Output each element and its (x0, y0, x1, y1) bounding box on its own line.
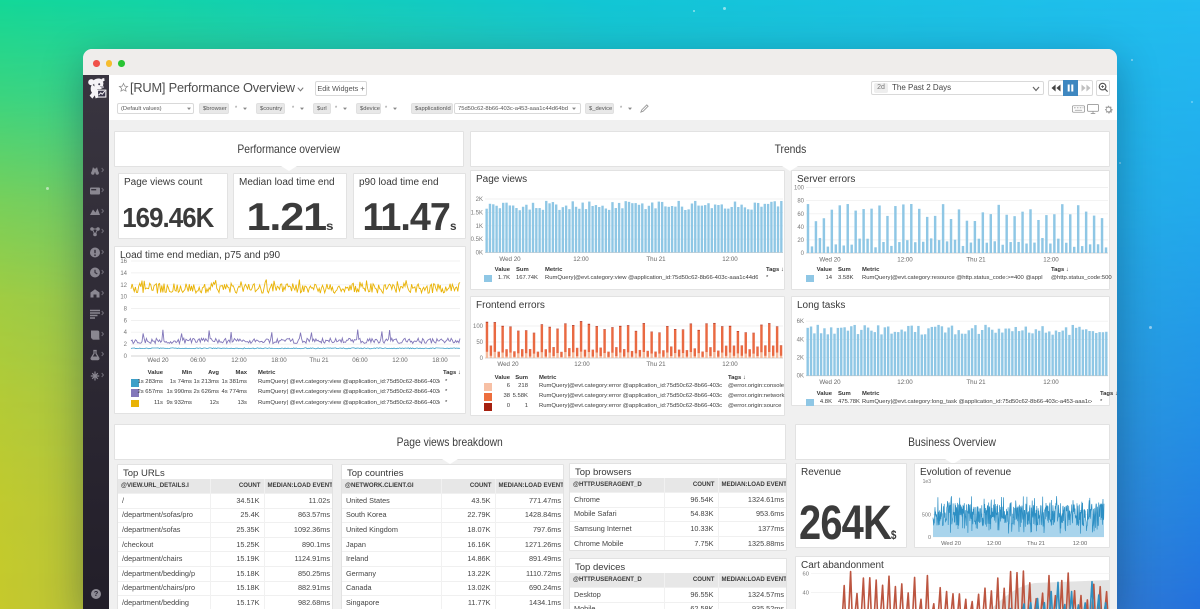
svg-text:12:00: 12:00 (722, 256, 738, 263)
svg-text:Thu 21: Thu 21 (309, 357, 329, 364)
svg-text:60: 60 (797, 212, 804, 218)
svg-text:Wed 20: Wed 20 (941, 541, 961, 547)
svg-text:4: 4 (124, 330, 128, 336)
svg-text:1e3: 1e3 (923, 479, 932, 485)
svg-text:Thu 21: Thu 21 (646, 256, 666, 263)
svg-text:Thu 21: Thu 21 (646, 361, 666, 368)
svg-text:80: 80 (797, 199, 804, 205)
svg-text:12:00: 12:00 (897, 257, 913, 264)
svg-text:Thu 21: Thu 21 (966, 379, 986, 386)
svg-text:60: 60 (803, 572, 809, 578)
svg-text:18:00: 18:00 (432, 357, 448, 364)
svg-text:0K: 0K (797, 374, 804, 380)
svg-text:18:00: 18:00 (271, 357, 287, 364)
svg-text:40: 40 (797, 225, 804, 231)
svg-text:12:00: 12:00 (722, 361, 738, 368)
svg-text:6K: 6K (797, 319, 804, 325)
svg-text:0.5K: 0.5K (471, 237, 483, 243)
svg-text:40: 40 (803, 591, 809, 597)
svg-text:Wed 20: Wed 20 (499, 256, 521, 263)
svg-text:12:00: 12:00 (231, 357, 247, 364)
svg-text:8: 8 (124, 307, 128, 313)
svg-text:Wed 20: Wed 20 (497, 361, 519, 368)
svg-text:4K: 4K (797, 337, 804, 343)
svg-text:0K: 0K (476, 251, 483, 257)
svg-text:0: 0 (928, 535, 931, 541)
svg-text:Thu 21: Thu 21 (966, 257, 986, 264)
svg-text:12:00: 12:00 (574, 361, 590, 368)
svg-text:100: 100 (794, 186, 805, 192)
svg-text:20: 20 (797, 238, 804, 244)
svg-text:12: 12 (120, 283, 127, 289)
svg-text:0: 0 (801, 251, 805, 257)
svg-text:06:00: 06:00 (352, 357, 368, 364)
svg-text:12:00: 12:00 (897, 379, 913, 386)
svg-text:12:00: 12:00 (987, 541, 1002, 547)
svg-text:12:00: 12:00 (1043, 379, 1059, 386)
svg-text:1.5K: 1.5K (471, 210, 483, 216)
svg-text:10: 10 (120, 295, 127, 301)
svg-text:6: 6 (124, 318, 128, 324)
svg-text:Thu 21: Thu 21 (1027, 541, 1045, 547)
svg-text:100: 100 (473, 324, 484, 330)
svg-text:Wed 20: Wed 20 (819, 257, 841, 264)
svg-text:500: 500 (922, 513, 931, 519)
svg-text:12:00: 12:00 (1073, 541, 1088, 547)
svg-text:12:00: 12:00 (1043, 257, 1059, 264)
svg-text:2K: 2K (797, 356, 804, 362)
svg-text:2: 2 (124, 342, 128, 348)
svg-text:0: 0 (124, 354, 128, 360)
svg-text:1K: 1K (476, 224, 483, 230)
svg-text:06:00: 06:00 (190, 357, 206, 364)
svg-text:0: 0 (480, 356, 484, 362)
svg-text:Wed 20: Wed 20 (819, 379, 841, 386)
svg-text:16: 16 (120, 259, 127, 265)
svg-text:Wed 20: Wed 20 (147, 357, 169, 364)
svg-text:2K: 2K (476, 197, 483, 203)
svg-text:12:00: 12:00 (392, 357, 408, 364)
svg-text:50: 50 (476, 340, 483, 346)
svg-text:14: 14 (120, 271, 127, 277)
svg-text:12:00: 12:00 (573, 256, 589, 263)
